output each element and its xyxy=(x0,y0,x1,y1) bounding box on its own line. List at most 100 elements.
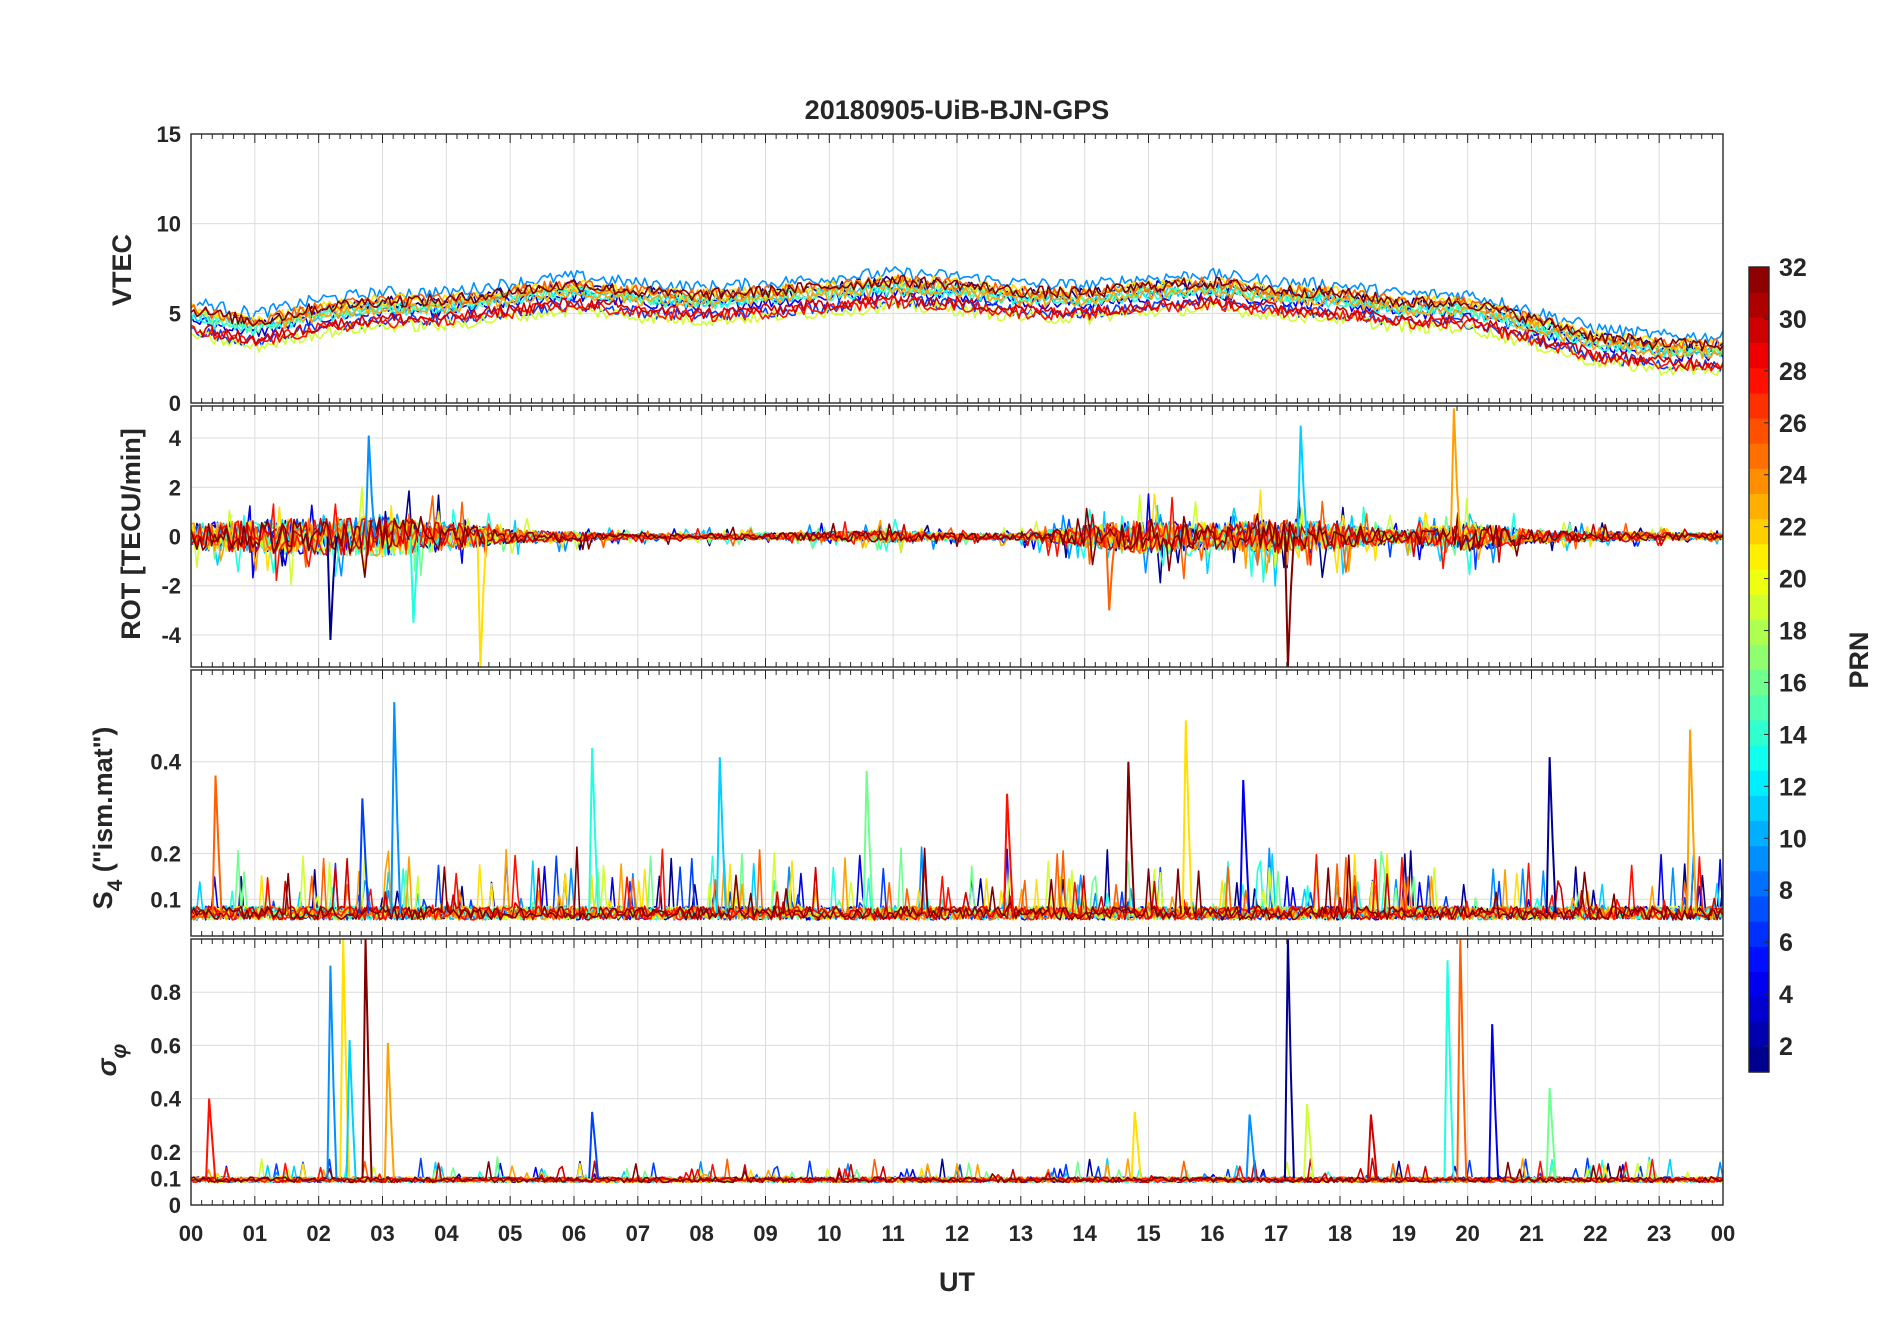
x-axis-label: UT xyxy=(939,1267,975,1297)
colorbar-swatch xyxy=(1749,392,1769,419)
peak-trace xyxy=(862,770,874,914)
y-tick-label: 5 xyxy=(169,301,181,326)
colorbar-tick-label: 14 xyxy=(1779,721,1807,749)
peak-trace xyxy=(476,536,488,667)
x-tick-label: 06 xyxy=(562,1221,586,1246)
colorbar-swatch xyxy=(1749,1046,1769,1073)
colorbar-swatch xyxy=(1749,292,1769,318)
sigma-symbol: σ xyxy=(92,1057,122,1076)
y-tick-label: 0 xyxy=(169,391,181,416)
y-tick-label: 0.1 xyxy=(150,1166,181,1191)
peak-trace xyxy=(1239,780,1251,914)
colorbar-swatch xyxy=(1749,870,1769,897)
y-tick-label: 2 xyxy=(169,475,181,500)
peak-trace xyxy=(1105,536,1117,611)
colorbar-swatch xyxy=(1749,1021,1769,1048)
series-group xyxy=(191,266,1723,376)
peak-trace xyxy=(1449,408,1461,537)
s4-y-axis-label: S4 ("ism.mat") xyxy=(88,727,127,910)
peak-trace xyxy=(1366,1114,1378,1179)
colorbar-tick-label: 28 xyxy=(1779,358,1807,386)
colorbar-swatch xyxy=(1749,996,1769,1023)
colorbar-swatch xyxy=(1749,619,1769,645)
x-axis: 00 01 02 03 04 05 06 07 08 09 10 11 12 13 14 15 16 17 18 19… xyxy=(179,1221,1735,1246)
s4-panel: 0.1 0.2 0.4 xyxy=(150,669,1724,937)
peak-trace xyxy=(1545,757,1557,914)
y-tick-label: 15 xyxy=(157,122,181,147)
x-tick-label: 13 xyxy=(1009,1221,1033,1246)
colorbar-swatch xyxy=(1749,594,1769,620)
series-line xyxy=(191,274,1723,351)
colorbar-swatch xyxy=(1749,317,1769,344)
series-line xyxy=(196,266,1723,344)
colorbar-swatch xyxy=(1749,921,1769,947)
peak-trace xyxy=(390,702,402,914)
peak-trace xyxy=(1124,761,1136,914)
peak-trace xyxy=(588,1111,600,1179)
s4-label-source: ("ism.mat") xyxy=(88,727,118,880)
peak-trace xyxy=(1545,1087,1557,1179)
y-tick-label: -4 xyxy=(161,623,181,648)
colorbar-swatch xyxy=(1749,568,1769,595)
colorbar-tick-label: 26 xyxy=(1779,410,1807,438)
colorbar-swatch xyxy=(1749,694,1769,721)
series-line xyxy=(199,292,1723,370)
series-line xyxy=(191,846,1723,921)
peak-trace xyxy=(358,798,370,914)
colorbar-swatch xyxy=(1749,644,1769,671)
x-tick-label: 10 xyxy=(817,1221,841,1246)
peak-trace xyxy=(1296,425,1308,537)
colorbar-tick-label: 30 xyxy=(1779,306,1807,334)
y-tick-label: 0 xyxy=(169,1193,181,1218)
rot-y-axis-label: ROT [TECU/min] xyxy=(116,428,146,639)
s4-symbol: S xyxy=(88,891,118,909)
colorbar-swatch xyxy=(1749,518,1769,545)
peak-trace xyxy=(1456,939,1468,1179)
colorbar-swatch xyxy=(1749,820,1769,847)
x-tick-label: 07 xyxy=(626,1221,650,1246)
series-line xyxy=(191,495,1723,580)
series-line xyxy=(276,283,1723,360)
x-tick-label: 19 xyxy=(1392,1221,1416,1246)
peak-trace xyxy=(326,965,338,1179)
x-tick-label: 02 xyxy=(306,1221,330,1246)
sigma-phi-panel: 00.10.2 0.4 0.6 0.8 xyxy=(150,938,1724,1218)
x-tick-label: 18 xyxy=(1328,1221,1352,1246)
colorbar-swatch xyxy=(1749,845,1769,872)
colorbar-swatch xyxy=(1749,468,1769,495)
vtec-panel: 0 5 10 15 xyxy=(157,122,1724,416)
colorbar-label: PRN xyxy=(1844,631,1874,688)
colorbar-swatch xyxy=(1749,971,1769,998)
rot-panel: -4 -2 0 2 4 xyxy=(161,405,1724,668)
colorbar-tick-label: 16 xyxy=(1779,669,1807,697)
colorbar-swatch xyxy=(1749,493,1769,520)
y-tick-label: 0.4 xyxy=(150,1087,181,1112)
colorbar-swatch xyxy=(1749,946,1769,972)
peak-trace xyxy=(205,1098,217,1179)
x-tick-label: 00 xyxy=(1711,1221,1735,1246)
series-line xyxy=(191,496,1723,582)
series-line xyxy=(191,848,1723,921)
series-group xyxy=(191,939,1723,1184)
colorbar-swatch xyxy=(1749,895,1769,922)
colorbar-swatch xyxy=(1749,543,1769,570)
x-tick-label: 23 xyxy=(1647,1221,1671,1246)
colorbar-swatch xyxy=(1749,719,1769,746)
colorbar-swatch xyxy=(1749,669,1769,696)
x-tick-label: 22 xyxy=(1583,1221,1607,1246)
peak-trace xyxy=(345,1040,357,1179)
x-tick-label: 00 xyxy=(179,1221,203,1246)
x-tick-label: 09 xyxy=(753,1221,777,1246)
y-tick-label: 4 xyxy=(169,426,182,451)
y-tick-label: -2 xyxy=(161,574,181,599)
peak-trace xyxy=(1488,1024,1500,1179)
colorbar-swatch xyxy=(1749,770,1769,796)
y-tick-label: 0.8 xyxy=(150,980,181,1005)
y-tick-label: 10 xyxy=(157,212,181,237)
x-tick-label: 05 xyxy=(498,1221,522,1246)
vtec-y-axis-label: VTEC xyxy=(107,234,137,306)
peak-trace xyxy=(211,775,223,914)
peak-trace xyxy=(326,536,338,640)
